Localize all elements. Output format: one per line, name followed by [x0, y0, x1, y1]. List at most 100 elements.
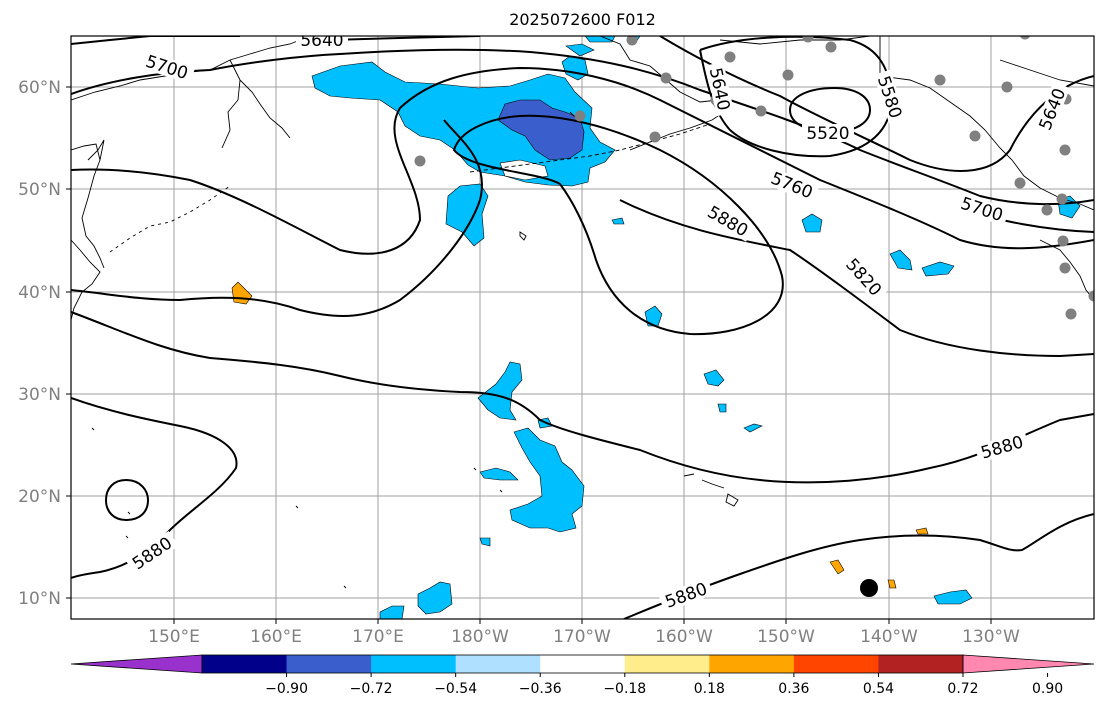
- coastline-islands-misc: [91, 427, 503, 589]
- contour-5880-west: [71, 311, 1094, 484]
- contour-5640-east: [659, 36, 1094, 172]
- coastline-aleutians: [469, 123, 711, 173]
- station-dot: [414, 155, 426, 167]
- station-dot: [626, 36, 638, 46]
- station-dot: [1019, 36, 1031, 40]
- shaded-regions: [141, 36, 1081, 619]
- shaded-region-small-10: [921, 261, 955, 277]
- map-title: 2025072600 F012: [509, 10, 656, 29]
- coastline-alaska: [599, 36, 1094, 211]
- lon-label: 150°W: [757, 627, 815, 647]
- lon-label: 180°W: [451, 627, 509, 647]
- shaded-region-aleutian-main: [311, 61, 616, 187]
- colorbar-segment: [624, 655, 710, 673]
- colorbar-segments: [70, 654, 1095, 674]
- station-dot: [802, 36, 814, 43]
- lat-label: 30°N: [18, 385, 61, 405]
- shaded-region-positive-4: [915, 527, 929, 535]
- latitude-labels: 60°N 50°N 40°N 30°N 20°N 10°N: [18, 78, 61, 609]
- contour-5700-north: [71, 48, 1094, 206]
- coastlines: [71, 36, 1094, 589]
- station-dot: [649, 131, 661, 143]
- colorbar-label: 0.90: [1032, 681, 1063, 697]
- station-dot: [1014, 177, 1026, 189]
- colorbar-label: −0.36: [519, 681, 562, 697]
- shaded-region-small-1: [445, 183, 489, 247]
- lon-label: 160°W: [655, 627, 713, 647]
- station-dot: [1041, 204, 1053, 216]
- colorbar-label: −0.18: [603, 681, 646, 697]
- colorbar-label: −0.54: [434, 681, 477, 697]
- station-dot: [755, 105, 767, 117]
- axis-ticks: [66, 86, 992, 624]
- colorbar-extend-low: [70, 654, 203, 674]
- colorbar-extend-high: [962, 654, 1095, 674]
- contour-5820: [71, 119, 1094, 358]
- station-dot: [825, 41, 837, 53]
- shaded-region-small-13: [703, 369, 725, 387]
- lon-label: 130°W: [962, 627, 1020, 647]
- station-dot: [574, 110, 586, 122]
- colorbar-segment: [455, 655, 541, 673]
- shaded-region-central-1: [477, 361, 523, 421]
- colorbar-outline: [201, 654, 964, 674]
- shaded-region-aleutian-core: [497, 99, 585, 161]
- colorbar-label: 0.72: [947, 681, 978, 697]
- station-dot: [1057, 235, 1069, 247]
- shaded-region-small-4: [584, 36, 616, 43]
- colorbar-segment: [793, 655, 879, 673]
- contour-5880-south: [623, 513, 1094, 619]
- station-dot: [1056, 193, 1068, 205]
- lon-label: 170°W: [553, 627, 611, 647]
- shaded-region-small-14: [717, 403, 727, 413]
- station-dot: [1088, 290, 1094, 302]
- colorbar-segment: [371, 655, 457, 673]
- lon-label: 170°E: [352, 627, 404, 647]
- shaded-region-south-2: [379, 605, 405, 619]
- station-dot: [660, 72, 672, 84]
- shaded-region-positive-3: [887, 579, 897, 589]
- colorbar-label: 0.54: [863, 681, 894, 697]
- station-dot: [934, 74, 946, 86]
- shaded-region-south-3: [933, 589, 973, 605]
- coastline-japan: [71, 239, 101, 321]
- shaded-region-white-hole: [499, 159, 549, 181]
- lon-label: 160°E: [250, 627, 302, 647]
- station-dot: [1059, 144, 1071, 156]
- station-dot: [1001, 81, 1013, 93]
- contour-5880-west-loop: [71, 397, 238, 579]
- shaded-region-central-2: [509, 427, 585, 533]
- station-dot: [782, 69, 794, 81]
- colorbar-segment: [878, 655, 964, 673]
- contour-5760: [71, 66, 1094, 255]
- lon-label: 150°E: [148, 627, 200, 647]
- shaded-region-small-7: [644, 305, 663, 327]
- shaded-region-small-3: [565, 43, 595, 57]
- colorbar-segment: [286, 655, 372, 673]
- station-dot: [724, 51, 736, 63]
- coastline-north-america: [1039, 239, 1094, 301]
- lat-label: 40°N: [18, 283, 61, 303]
- colorbar-label: 0.18: [694, 681, 725, 697]
- colorbar-label: −0.90: [265, 681, 308, 697]
- shaded-region-positive-2: [829, 559, 845, 575]
- colorbar-segment: [709, 655, 795, 673]
- lat-label: 20°N: [18, 487, 61, 507]
- map-area[interactable]: 5640 5700 5640 5580 5520 5640 5760 5700 …: [71, 29, 1100, 620]
- colorbar-segment: [540, 655, 626, 673]
- contour-5880-small-circle: [104, 478, 150, 522]
- contour-label: 5520: [806, 124, 849, 144]
- longitude-labels: 150°E 160°E 170°E 180°W 170°W 160°W 150°…: [148, 627, 1020, 647]
- colorbar-label: −0.72: [350, 681, 393, 697]
- lat-label: 60°N: [18, 78, 61, 98]
- colorbar-label: 0.36: [778, 681, 809, 697]
- coastline-kuril: [109, 185, 231, 253]
- colorbar-labels: −0.90 −0.72 −0.54 −0.36 −0.18 0.18 0.36 0.54 0.7…: [265, 673, 1063, 697]
- contour-5880-aleutian: [452, 114, 784, 336]
- shaded-region-small-12: [611, 217, 625, 225]
- shaded-region-small-15: [743, 423, 763, 433]
- lat-label: 50°N: [18, 180, 61, 200]
- lat-label: 10°N: [18, 589, 61, 609]
- shaded-region-small-9: [889, 249, 913, 271]
